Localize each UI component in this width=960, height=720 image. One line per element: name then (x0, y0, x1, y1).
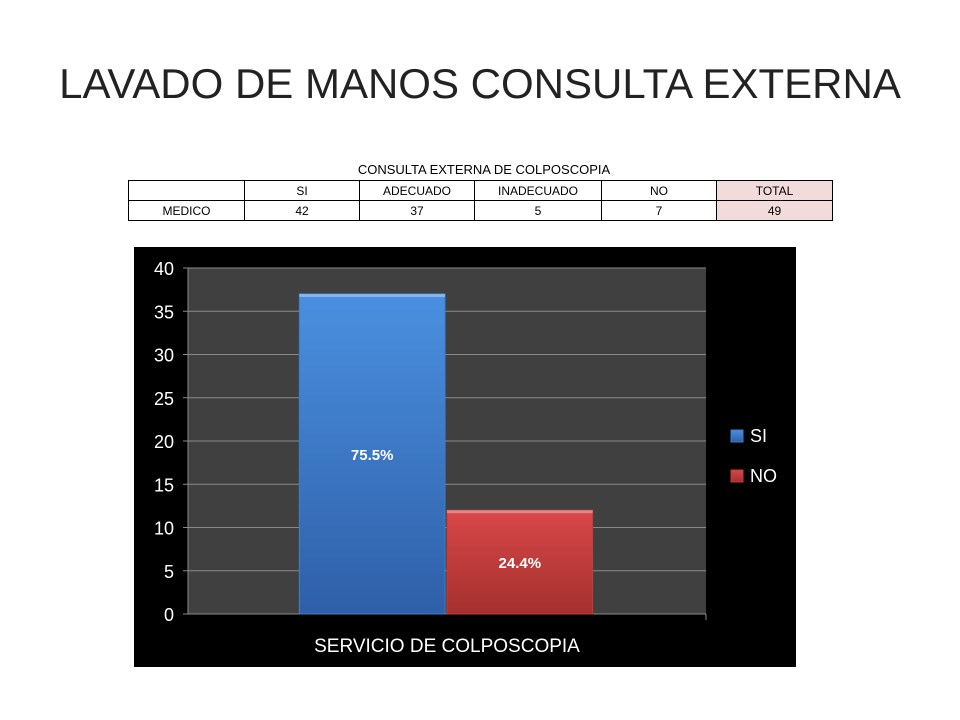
legend-swatch-si (730, 429, 744, 443)
table-header-cell: TOTAL (716, 180, 833, 201)
bar-si (298, 293, 446, 615)
table-header-cell (128, 180, 245, 201)
legend-label: NO (750, 466, 777, 486)
chart: 0 5 10 15 20 25 30 35 40 75.5% 24.4% SERVICIO DE CO… (134, 247, 796, 667)
table-cell: 49 (716, 200, 833, 221)
table-cell: 5 (474, 200, 602, 221)
y-tick-label: 25 (154, 389, 174, 409)
table-row: MEDICO 42 37 5 7 49 (128, 200, 833, 221)
table-header-cell: NO (601, 180, 717, 201)
slide-title: LAVADO DE MANOS CONSULTA EXTERNA (59, 60, 901, 107)
y-tick-label: 15 (154, 475, 174, 495)
data-label: 24.4% (499, 555, 542, 572)
table-header-cell: SI (244, 180, 360, 201)
y-tick-label: 0 (164, 605, 174, 625)
table-cell: 42 (244, 200, 360, 221)
y-tick-label: 35 (154, 302, 174, 322)
table-header-cell: INADECUADO (474, 180, 602, 201)
y-tick-label: 10 (154, 519, 174, 539)
bar-highlight (299, 293, 445, 297)
table-header-row: SI ADECUADO INADECUADO NO TOTAL (128, 180, 833, 201)
table-cell: 7 (601, 200, 717, 221)
legend-label: SI (750, 426, 767, 446)
bar-highlight (447, 510, 593, 514)
table-header-cell: ADECUADO (359, 180, 475, 201)
bar-no (446, 509, 594, 615)
legend-swatch-no (730, 469, 744, 483)
y-tick-label: 30 (154, 346, 174, 366)
chart-svg: 0 5 10 15 20 25 30 35 40 75.5% 24.4% SERVICIO DE CO… (154, 259, 777, 657)
table-cell: 37 (359, 200, 475, 221)
table-caption: CONSULTA EXTERNA DE COLPOSCOPIA (357, 162, 611, 177)
data-label: 75.5% (351, 447, 394, 464)
data-table: SI ADECUADO INADECUADO NO TOTAL MEDICO 4… (128, 180, 833, 221)
y-tick-label: 40 (154, 259, 174, 279)
y-tick-label: 20 (154, 432, 174, 452)
table-cell: MEDICO (128, 200, 245, 221)
y-tick-label: 5 (164, 562, 174, 582)
x-category-label: SERVICIO DE COLPOSCOPIA (314, 636, 580, 657)
